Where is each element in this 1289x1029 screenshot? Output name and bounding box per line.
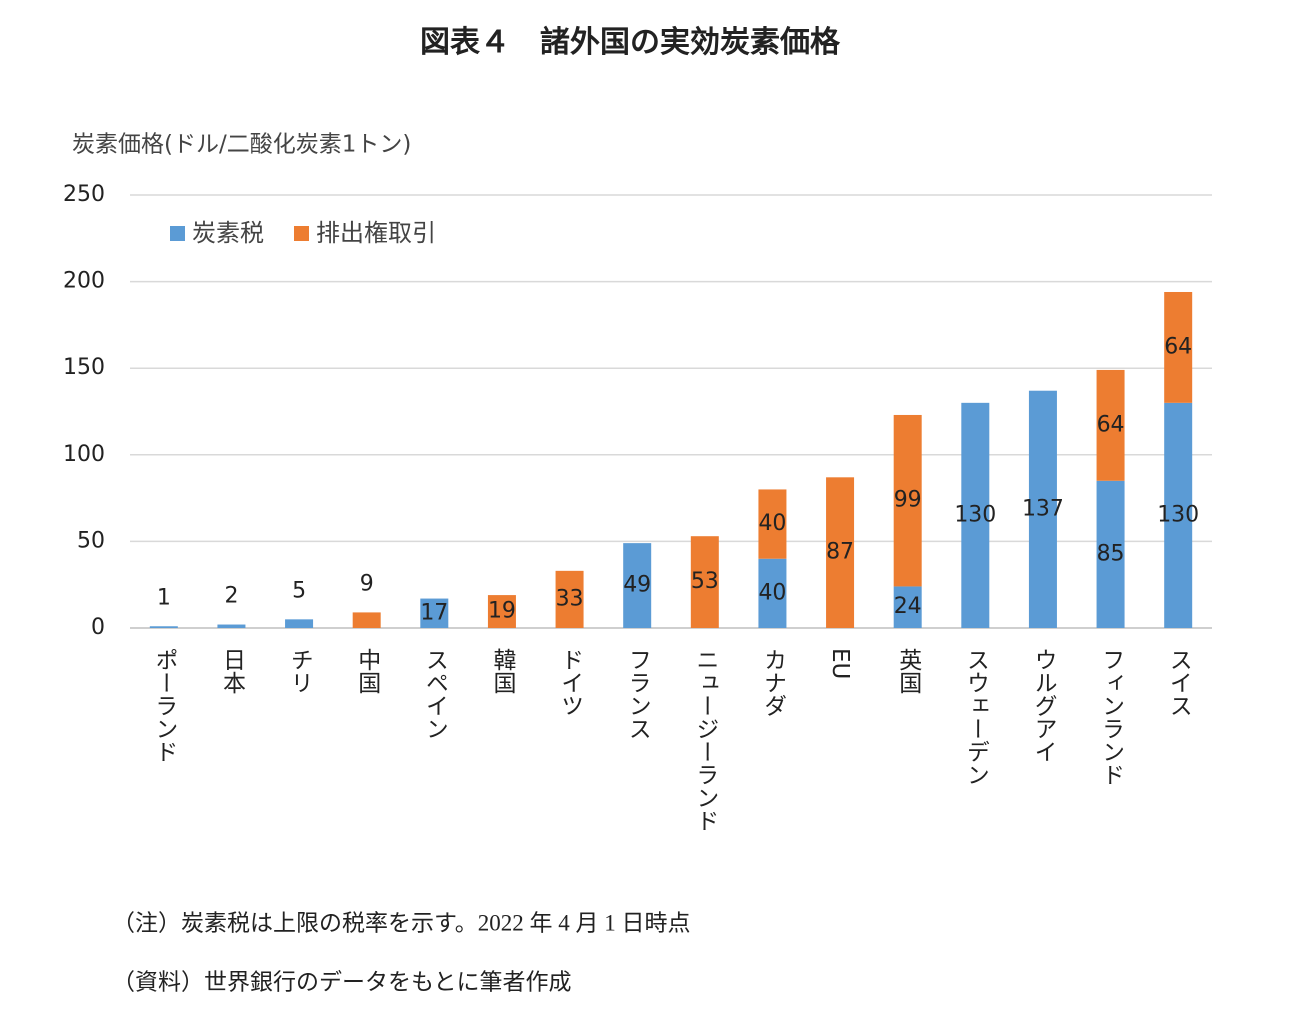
x-tick-label: ポーランド	[151, 648, 178, 763]
bar-segment	[893, 586, 922, 628]
data-label: 64	[1097, 412, 1125, 437]
x-tick-label: スイス	[1165, 648, 1191, 717]
bar-segment	[1028, 390, 1057, 628]
bar-segment	[217, 624, 246, 628]
data-label: 49	[623, 573, 651, 598]
data-label: 87	[826, 540, 854, 565]
bar-segment	[487, 595, 516, 628]
legend-swatch	[294, 226, 309, 241]
bar-segment	[149, 626, 178, 628]
bar-segment	[285, 619, 314, 628]
data-label: 5	[292, 578, 306, 603]
bar-segment	[690, 536, 719, 628]
data-label: 19	[488, 599, 516, 624]
data-label: 33	[556, 586, 584, 611]
y-tick-label: 200	[63, 269, 105, 294]
legend-swatch	[170, 226, 185, 241]
data-label: 1	[157, 585, 171, 610]
x-tick-label: フランス	[624, 648, 650, 740]
legend-label: 炭素税	[192, 219, 264, 247]
data-label: 17	[420, 600, 448, 625]
y-tick-label: 150	[63, 355, 105, 380]
x-tick-label: EU	[827, 648, 853, 679]
legend-label: 排出権取引	[316, 219, 436, 247]
bar-segment	[961, 402, 990, 628]
bar-segment	[758, 558, 787, 628]
bar-segment	[623, 543, 652, 628]
x-tick-label: スウェーデン	[962, 648, 988, 786]
y-tick-label: 250	[63, 182, 105, 207]
y-tick-label: 50	[77, 528, 105, 553]
x-tick-label: 英国	[895, 648, 923, 694]
x-tick-label: チリ	[286, 648, 312, 694]
x-tick-label: ウルグアイ	[1030, 648, 1057, 763]
bar-segment	[1164, 291, 1193, 403]
bar-segment	[826, 477, 855, 628]
data-label: 40	[758, 580, 786, 605]
data-label: 64	[1164, 334, 1192, 359]
bar-segment	[1164, 402, 1193, 628]
data-label: 130	[954, 502, 996, 527]
bar-segment	[420, 598, 449, 628]
data-label: 99	[894, 488, 922, 513]
bar-segment	[555, 570, 584, 628]
bar-segment	[352, 612, 381, 628]
data-label: 130	[1157, 502, 1199, 527]
data-label: 9	[360, 571, 374, 596]
x-tick-label: フィンランド	[1098, 648, 1124, 786]
data-label: 40	[758, 511, 786, 536]
x-tick-label: 中国	[354, 648, 381, 694]
y-axis-title: 炭素価格(ドル/二酸化炭素1トン)	[72, 132, 411, 158]
data-label: 24	[894, 594, 922, 619]
note: （注）炭素税は上限の税率を示す。2022 年 4 月 1 日時点	[112, 910, 690, 935]
data-label: 2	[224, 584, 238, 609]
x-tick-label: カナダ	[759, 648, 786, 717]
bar-segment	[1096, 369, 1125, 481]
data-label: 85	[1097, 541, 1125, 566]
x-tick-label: 日本	[218, 648, 246, 694]
note: （資料）世界銀行のデータをもとに筆者作成	[112, 969, 572, 994]
x-tick-label: ニュージーランド	[692, 648, 718, 832]
y-tick-label: 0	[91, 615, 105, 640]
bar-segment	[1096, 480, 1125, 628]
bar-segment	[758, 489, 787, 559]
data-label: 137	[1022, 496, 1064, 521]
x-tick-label: ドイツ	[557, 648, 583, 717]
bar-segment	[893, 414, 922, 587]
x-tick-label: スペイン	[421, 648, 448, 740]
y-tick-label: 100	[63, 442, 105, 467]
data-label: 53	[691, 569, 719, 594]
chart-title: 図表４ 諸外国の実効炭素価格	[420, 25, 841, 59]
x-tick-label: 韓国	[489, 648, 517, 694]
